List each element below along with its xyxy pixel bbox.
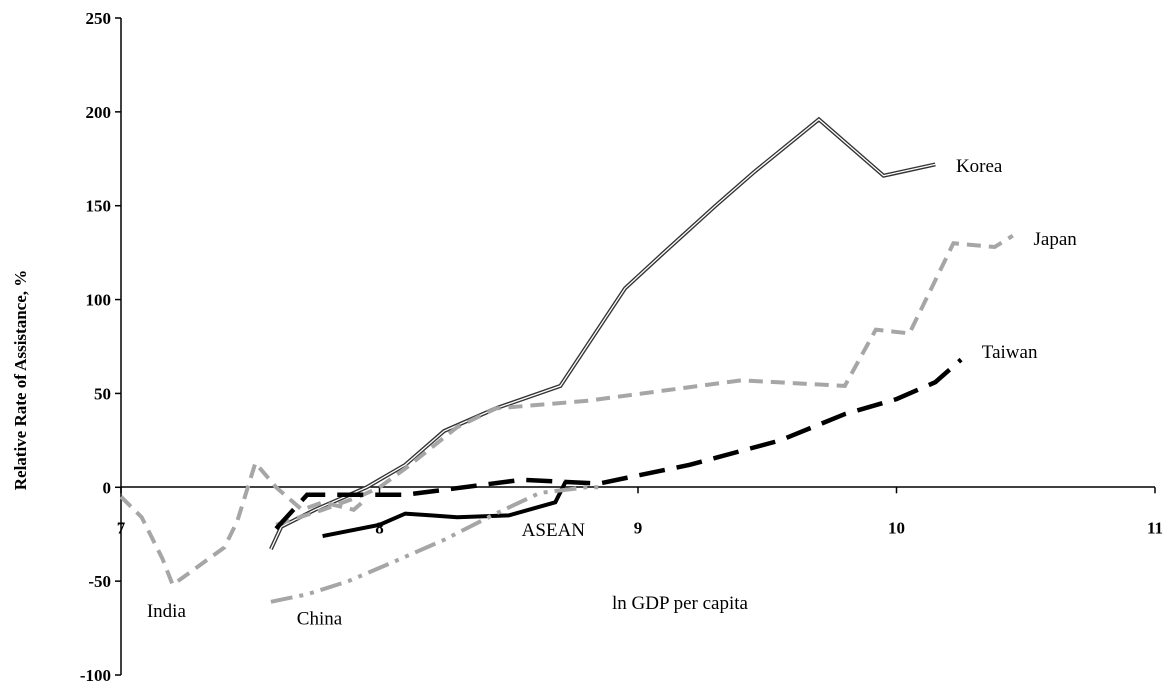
label-taiwan: Taiwan <box>982 342 1038 363</box>
y-axis-label: Relative Rate of Assistance, % <box>11 270 30 491</box>
label-china: China <box>297 608 343 629</box>
series-japan-line <box>275 234 1014 527</box>
y-tick-label: 250 <box>86 9 112 28</box>
label-india: India <box>147 601 187 622</box>
series-asean-line <box>322 480 568 539</box>
x-tick-label: 8 <box>375 518 384 537</box>
y-tick-label: -100 <box>80 666 111 685</box>
x-tick-label: 9 <box>634 518 643 537</box>
label-asean: ASEAN <box>522 520 586 541</box>
y-tick-label: 100 <box>86 291 112 310</box>
x-tick-label: 7 <box>117 518 126 537</box>
x-tick-label: 11 <box>1147 518 1163 537</box>
series-korea-line <box>269 116 936 551</box>
series-china-line <box>270 485 600 604</box>
x-axis-label: ln GDP per capita <box>612 593 749 614</box>
y-tick-label: 200 <box>86 103 112 122</box>
y-tick-label: -50 <box>88 572 111 591</box>
label-korea: Korea <box>956 156 1003 177</box>
y-tick-label: 0 <box>103 478 112 497</box>
x-tick-label: 10 <box>888 518 905 537</box>
y-tick-label: 50 <box>94 384 111 403</box>
series-india-line <box>119 458 368 589</box>
series-taiwan-line <box>274 357 963 531</box>
label-japan: Japan <box>1034 229 1078 250</box>
y-tick-label: 150 <box>86 197 112 216</box>
